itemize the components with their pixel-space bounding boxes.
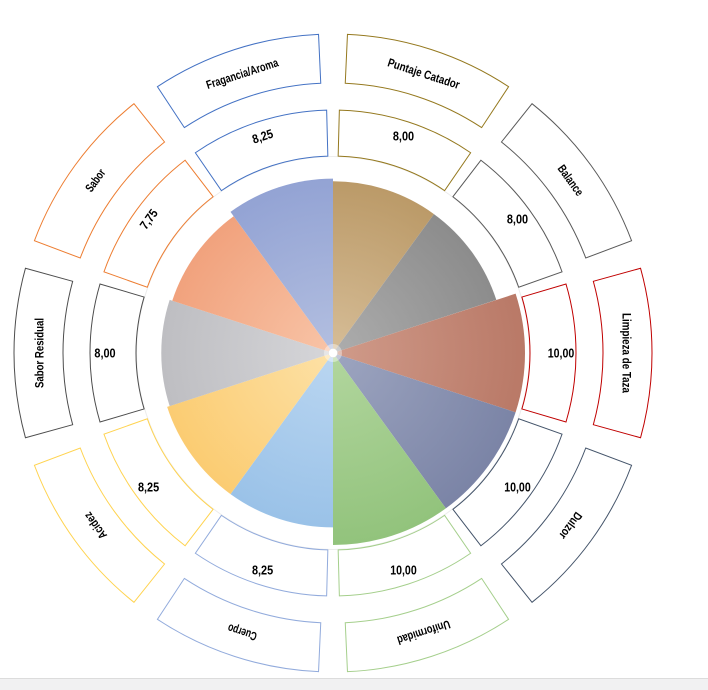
value-label: 8,25 — [138, 481, 159, 495]
value-ring-segment — [103, 418, 214, 547]
center-hub — [324, 344, 342, 362]
value-ring-segment — [194, 514, 329, 597]
pie-slice — [230, 178, 333, 353]
category-ring-segment — [500, 447, 633, 604]
value-label: 10,00 — [504, 481, 531, 495]
value-label: 8,25 — [250, 127, 275, 147]
value-ring: 8,008,0010,0010,0010,008,258,258,007,758… — [89, 109, 577, 597]
center-hub-dot — [328, 348, 338, 358]
pie-slice — [333, 181, 434, 353]
value-label: 8,00 — [393, 130, 414, 144]
value-label: 8,00 — [507, 212, 528, 226]
pie-slice — [230, 353, 333, 528]
pie-slice — [333, 293, 525, 413]
value-ring-segment — [337, 514, 472, 597]
value-label: 8,25 — [252, 563, 273, 577]
pie-slice — [333, 353, 446, 545]
pie-slice — [161, 299, 333, 407]
value-ring-segment — [194, 109, 329, 192]
value-ring-segment — [103, 159, 214, 288]
value-label: 10,00 — [548, 347, 575, 361]
category-ring-segment — [156, 577, 322, 673]
value-ring-segment — [521, 283, 577, 423]
pie-slice — [172, 216, 333, 353]
pie-slice — [333, 353, 516, 509]
pie-slice — [333, 214, 497, 353]
category-ring-segment — [33, 447, 166, 604]
category-ring-segment — [344, 33, 510, 129]
value-ring-segment — [452, 418, 563, 547]
bottom-sheet-strip — [0, 678, 708, 690]
category-label: Sabor Residual — [32, 318, 46, 388]
pie-slice — [167, 353, 333, 495]
value-label: 10,00 — [390, 563, 417, 577]
value-ring-segment — [89, 283, 145, 423]
category-ring-segment — [33, 102, 166, 259]
category-ring-segment — [344, 577, 510, 673]
faint-guide-circle — [136, 156, 530, 550]
category-ring-segment — [156, 33, 322, 129]
category-ring-segment — [592, 267, 653, 439]
category-label: Limpieza de Taza — [620, 313, 634, 393]
value-ring-segment — [452, 159, 563, 288]
pie-slices — [161, 178, 525, 545]
value-label: 8,00 — [94, 347, 115, 361]
value-ring-segment — [337, 109, 472, 192]
category-ring-segment — [13, 267, 74, 439]
category-ring-segment — [500, 102, 633, 259]
